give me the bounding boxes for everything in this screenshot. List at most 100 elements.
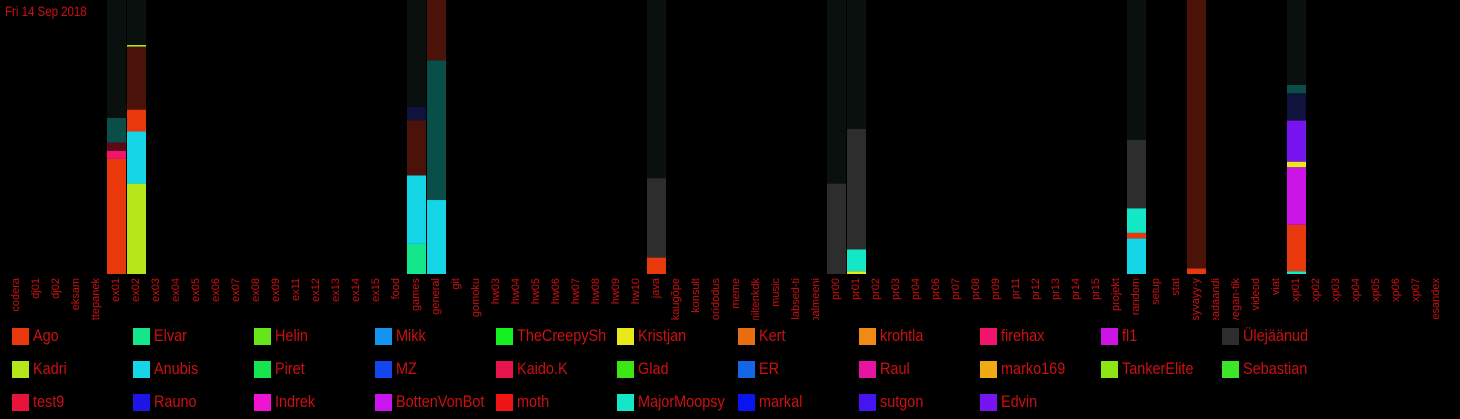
bar-ex02-segment-1: [127, 131, 146, 184]
legend-item: sutgon: [859, 391, 977, 413]
legend-label: Glad: [638, 359, 669, 378]
bar-xp01-segment-1: [1287, 224, 1306, 272]
legend-label: Helin: [275, 326, 308, 345]
tick-label-general: general: [430, 278, 442, 315]
legend-item: marko169: [980, 358, 1098, 380]
tick-label-pr13: pr13: [1050, 278, 1062, 300]
legend-label: firehax: [1001, 326, 1045, 345]
legend-label: Piret: [275, 359, 305, 378]
tick-label-pr06: pr06: [930, 278, 942, 300]
bar-general-segment-2: [427, 0, 446, 61]
legend-label: Edvin: [1001, 392, 1038, 411]
legend-swatch: [617, 393, 634, 411]
tick-label-pr00: pr00: [830, 278, 842, 300]
tick-label-ex03: ex03: [150, 278, 162, 302]
tick-label-music: music: [770, 278, 782, 307]
bar-ex02-segment-4: [127, 44, 146, 47]
tick-label-eksam: eksam: [70, 278, 82, 310]
legend-item: BottenVonBot: [375, 391, 493, 413]
bar-ex02-segment-0: [127, 183, 146, 274]
bar-ex02-segment-3: [127, 46, 146, 110]
tick-label-konsult: konsult: [690, 278, 702, 313]
bar-xp01-segment-6: [1287, 84, 1306, 94]
tick-label-palmeeni: palmeeni: [810, 278, 822, 320]
legend-label: markal: [759, 392, 803, 411]
tick-label-pr14: pr14: [1070, 278, 1082, 300]
legend-item: TankerElite: [1101, 358, 1219, 380]
legend-label: ER: [759, 359, 780, 378]
tick-label-koridodus: koridodus: [710, 278, 722, 320]
legend-item: Kert: [738, 325, 856, 347]
legend-swatch: [496, 393, 513, 411]
legend-label: test9: [33, 392, 65, 411]
tick-label-meme: meme: [730, 278, 742, 309]
tick-label-ex14: ex14: [350, 278, 362, 302]
tick-label-food: food: [390, 278, 402, 299]
bar-general-segment-0: [427, 200, 446, 274]
tick-label-ex06: ex06: [210, 278, 222, 302]
bar-xp01-segment-4: [1287, 120, 1306, 162]
chart: codera dj01 dj02 eksam ettepanek ex01 ex02 ex03…: [10, 0, 1442, 320]
tick-label-üldesandex: üldesandex: [1430, 278, 1442, 320]
tick-label-java: java: [650, 277, 662, 299]
legend-label: Kadri: [33, 359, 67, 378]
legend-swatch: [1222, 360, 1239, 378]
tick-label-kaugõpe: kaugõpe: [670, 278, 682, 320]
bar-general-segment-1: [427, 60, 446, 201]
tick-label-setup: setup: [1150, 278, 1162, 305]
bars-layer: [107, 0, 1306, 274]
tick-label-codera: codera: [10, 277, 22, 312]
tick-label-ollabsed-ti: ollabsed-ti: [790, 278, 802, 320]
legend-item: firehax: [980, 325, 1098, 347]
bar-ex01-segment-2: [107, 142, 126, 151]
bar-random-segment-3: [1127, 139, 1146, 209]
legend-swatch: [980, 393, 997, 411]
legend-item: Raul: [859, 358, 977, 380]
legend-label: Kert: [759, 326, 786, 345]
legend-item: markal: [738, 391, 856, 413]
tick-label-xp04: xp04: [1350, 278, 1362, 302]
bar-pr01-segment-0: [847, 271, 866, 274]
legend-swatch: [738, 327, 755, 345]
bar-random-segment-2: [1127, 208, 1146, 233]
bar-java-segment-1: [647, 178, 666, 258]
tick-label-ex15: ex15: [370, 278, 382, 302]
bar-syvayy-y-segment-0: [1187, 268, 1206, 274]
tick-label-dj02: dj02: [50, 278, 62, 299]
tick-label-vegan-tik: vegan-tik: [1230, 278, 1242, 320]
tick-label-pr15: pr15: [1090, 278, 1102, 300]
legend-swatch: [859, 360, 876, 378]
tick-label-ex02: ex02: [130, 278, 142, 302]
bar-ex01-segment-1: [107, 150, 126, 159]
legend-swatch: [980, 360, 997, 378]
legend-item: MZ: [375, 358, 493, 380]
tick-label-xp05: xp05: [1370, 278, 1382, 302]
legend-swatch: [738, 360, 755, 378]
bar-xp01-segment-7: [1287, 0, 1306, 85]
bar-ex01-segment-3: [107, 117, 126, 143]
bar-java-segment-2: [647, 0, 666, 179]
tick-label-pr01: pr01: [850, 278, 862, 300]
legend-swatch: [496, 360, 513, 378]
bar-games-segment-1: [407, 175, 426, 244]
tick-label-pr12: pr12: [1030, 278, 1042, 300]
legend-label: Sebastian: [1243, 359, 1308, 378]
bar-xp01-segment-3: [1287, 161, 1306, 168]
legend-item: Piret: [254, 358, 372, 380]
legend-label: MajorMoopsy: [638, 392, 725, 411]
legend-swatch: [980, 327, 997, 345]
legend-label: moth: [517, 392, 550, 411]
tick-label-pr08: pr08: [970, 278, 982, 300]
legend-label: Elvar: [154, 326, 187, 345]
tick-label-projekt: projekt: [1110, 278, 1122, 311]
legend-item: Sebastian: [1222, 358, 1340, 380]
legend-swatch: [1101, 327, 1118, 345]
bar-java-segment-0: [647, 257, 666, 274]
legend-label: Ülejäänud: [1243, 326, 1309, 345]
legend-swatch: [617, 360, 634, 378]
tick-label-hw04: hw04: [510, 278, 522, 304]
legend-label: TheCreepySh: [517, 326, 607, 345]
tick-label-miltenkdk: miltenkdk: [750, 278, 762, 320]
bar-xp01-segment-5: [1287, 93, 1306, 121]
legend-item: ER: [738, 358, 856, 380]
